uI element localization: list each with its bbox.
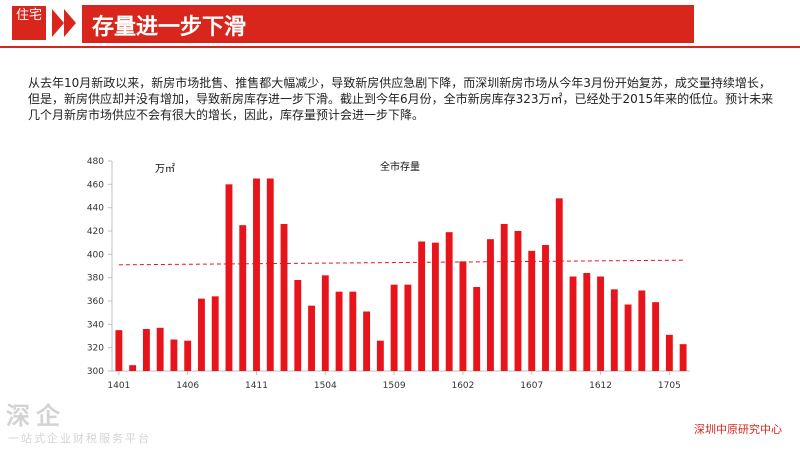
bar: [404, 284, 412, 371]
bar: [500, 224, 508, 371]
bar: [473, 287, 481, 371]
bar: [569, 276, 577, 371]
bar: [198, 298, 205, 371]
x-tick-label: 1602: [451, 381, 474, 391]
bar: [487, 239, 494, 371]
bar: [239, 225, 247, 371]
y-tick-label: 380: [87, 274, 104, 284]
x-tick-label: 1509: [383, 381, 406, 391]
y-tick-label: 480: [87, 157, 104, 167]
x-tick-label: 1612: [589, 381, 612, 391]
y-tick-label: 320: [87, 344, 104, 354]
y-unit-label: 万㎡: [155, 163, 175, 175]
header-divider: [0, 46, 800, 48]
header: 住宅 存量进一步下滑: [0, 0, 800, 46]
bar: [115, 330, 123, 371]
bar: [555, 198, 563, 371]
y-tick-label: 400: [87, 250, 104, 260]
x-tick-label: 1504: [314, 381, 337, 391]
x-tick-label: 1411: [245, 381, 268, 391]
x-tick-label: 1406: [176, 381, 199, 391]
bar: [418, 241, 426, 371]
bar: [514, 231, 522, 371]
logo-badge: 住宅: [12, 6, 46, 40]
y-tick-label: 360: [87, 297, 104, 307]
y-tick-label: 420: [87, 227, 104, 237]
bar: [376, 340, 384, 371]
title-bar: [82, 5, 694, 43]
page-title: 存量进一步下滑: [92, 15, 247, 40]
bar: [445, 232, 453, 371]
bar: [142, 329, 150, 371]
bar: [652, 302, 660, 371]
watermark-logo: 深企: [6, 402, 66, 430]
bar: [266, 178, 274, 371]
bar: [308, 305, 315, 371]
bar: [280, 224, 288, 371]
description-text: 从去年10月新政以来，新房市场批售、推售都大幅减少，导致新房供应急剧下降，而深圳…: [28, 76, 774, 122]
trend-line: [118, 259, 684, 266]
chevron-icon: [64, 9, 76, 37]
x-tick-label: 1705: [658, 381, 681, 391]
bar: [211, 296, 219, 371]
watermark-tagline: 一站式企业财税服务平台: [8, 432, 151, 445]
bar: [363, 311, 371, 371]
bar: [170, 339, 178, 371]
y-tick-label: 300: [87, 367, 104, 377]
bar: [225, 184, 233, 371]
brand-label: 深圳中原研究中心: [694, 423, 782, 436]
bar: [335, 291, 343, 371]
x-tick-label: 1607: [520, 381, 543, 391]
y-tick-label: 340: [87, 320, 104, 330]
bar: [321, 275, 329, 371]
bar: [156, 327, 164, 371]
bar: [665, 334, 673, 371]
bar: [129, 365, 137, 371]
bar: [679, 344, 687, 371]
chart-title: 全市存量: [380, 160, 420, 173]
bar: [459, 261, 467, 371]
bar: [349, 291, 357, 371]
bar: [390, 284, 398, 371]
bar: [253, 178, 260, 371]
bar: [528, 250, 536, 371]
inventory-bar-chart: 300 320 340 360 380 400 420 440 460 480 1401 1406 14…: [87, 157, 690, 391]
bar: [597, 276, 604, 371]
bar: [431, 242, 439, 371]
bar: [610, 289, 618, 371]
x-tick-label: 1401: [107, 381, 130, 391]
chevron-icon: [52, 9, 64, 37]
bar: [542, 245, 549, 371]
y-tick-label: 460: [87, 180, 104, 190]
bar: [184, 340, 192, 371]
bar: [624, 304, 632, 371]
y-tick-label: 440: [87, 204, 104, 214]
bar: [638, 290, 646, 371]
bar: [294, 280, 302, 371]
bar: [583, 273, 591, 371]
